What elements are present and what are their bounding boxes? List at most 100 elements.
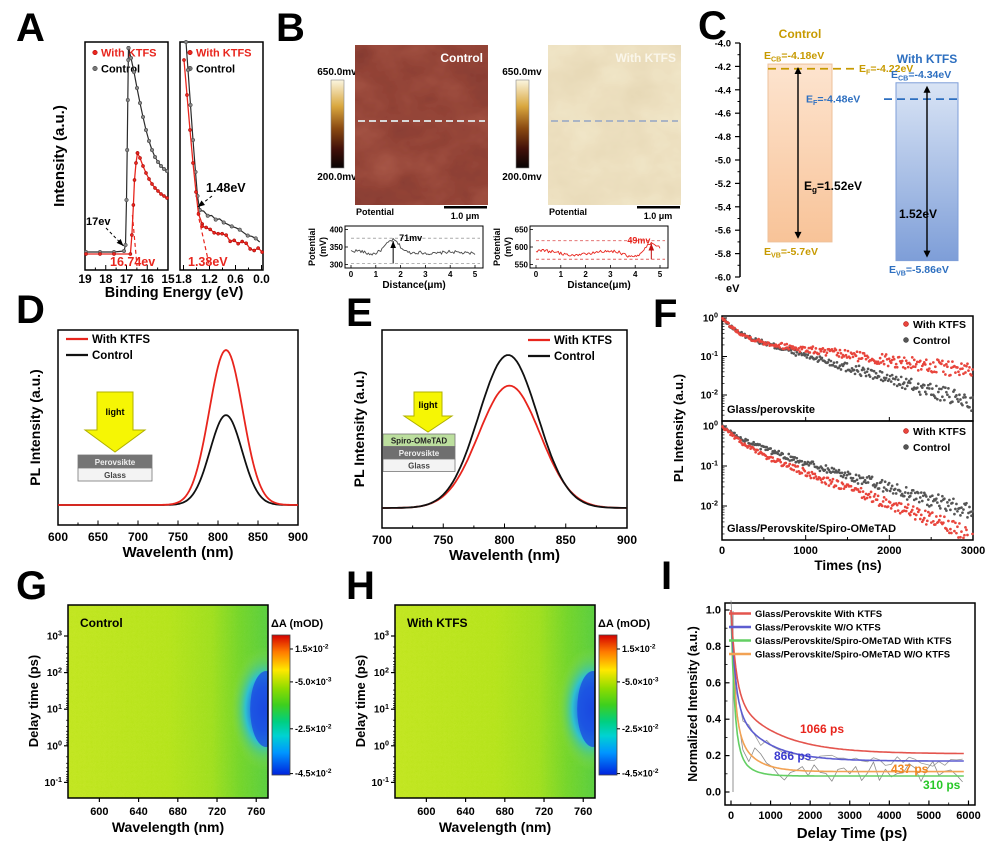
tick-label: 900	[617, 533, 637, 547]
stack-label: Spiro-OMeTAD	[391, 436, 448, 445]
map-title: With KTFS	[407, 616, 468, 630]
tick-label: 0.4	[706, 714, 722, 726]
legend-item: With KTFS	[913, 319, 966, 331]
axis-label-y: PL Intensity (a.u.)	[27, 369, 43, 485]
tick-label: 4000	[877, 810, 901, 822]
tick-label: 900	[288, 530, 308, 544]
tick-label: -5.6	[715, 226, 731, 237]
subplot-label: Glass/perovskite	[727, 404, 815, 416]
colorbar-min: 200.0mv	[317, 172, 357, 183]
colorbar-tick: 1.5×10-2	[622, 644, 656, 654]
annotation: 16.74ev	[110, 255, 155, 269]
tick-label: 1.8	[175, 272, 192, 286]
tick-label: 10-1	[44, 775, 62, 789]
panel-a-letter: A	[16, 6, 45, 50]
tick-label: 680	[496, 806, 514, 818]
legend-item: With KTFS	[554, 335, 612, 347]
panel-f-letter: F	[653, 292, 678, 336]
legend-item: Glass/Perovskite/Spiro-OMeTAD With KTFS	[755, 636, 952, 647]
evb-label: EVB=-5.86eV	[889, 264, 949, 277]
axis-label-x: Wavelenth (nm)	[449, 547, 560, 564]
tick-label: 760	[247, 806, 265, 818]
tick-label: 1.0	[706, 605, 721, 617]
tick-label: 600	[515, 243, 529, 252]
colorbar-tick: -5.0×10-3	[295, 676, 332, 686]
panel-d-letter: D	[16, 288, 45, 332]
panel-b-letter: B	[276, 6, 305, 50]
legend-item: With KTFS	[913, 426, 966, 438]
tick-label: 0.8	[706, 641, 721, 653]
colorbar-tick: -5.0×10-3	[622, 676, 659, 686]
legend-item: Glass/Perovskite/Spiro-OMeTAD W/O KTFS	[755, 650, 950, 661]
colorbar-tick: -4.5×10-2	[295, 768, 332, 778]
tick-label: -4.4	[715, 85, 732, 96]
tick-label: 10-2	[700, 499, 718, 513]
tick-label: 2000	[877, 545, 901, 557]
axis-label-y: Delay time (ps)	[26, 655, 41, 747]
tick-label: 850	[556, 533, 576, 547]
light-label: light	[106, 407, 125, 417]
axis-label-y: PL Intensity (a.u.)	[671, 374, 686, 482]
panel-g-letter: G	[16, 564, 48, 608]
gap-label: 1.52eV	[899, 207, 937, 221]
axis-label-y: Intensity (a.u.)	[51, 105, 68, 207]
tick-label: 650	[515, 226, 529, 235]
tick-label: 5	[473, 270, 478, 279]
axis-label-y: PL Intensity (a.u.)	[351, 371, 367, 487]
axis-label-y: Potential	[307, 228, 317, 266]
stack-layer	[77, 467, 153, 482]
axis-label-y: (mV)	[503, 237, 513, 257]
tick-label: 4	[633, 270, 638, 279]
tick-label: 640	[456, 806, 474, 818]
tick-label: 600	[48, 530, 68, 544]
colorbar-tick: -2.5×10-2	[622, 723, 659, 733]
tick-label: 760	[574, 806, 592, 818]
legend-item: Control	[101, 64, 140, 76]
tick-label: 350	[330, 243, 344, 252]
map-title: With KTFS	[615, 51, 676, 65]
stack-label: Glass	[408, 461, 430, 470]
tick-label: 100	[47, 739, 62, 753]
tick-label: 10-1	[700, 349, 718, 363]
annotation: 1.48eV	[206, 181, 246, 195]
annotation: 71mv	[399, 233, 422, 243]
axis-label-x: Distance(μm)	[382, 280, 445, 291]
axis-label-x: Binding Energy (eV)	[105, 285, 244, 301]
tick-label: 0	[728, 810, 734, 822]
light-label: light	[419, 400, 438, 410]
axis-label-x: Wavelenth (nm)	[122, 544, 233, 561]
stack-label: Perovsikte	[399, 449, 440, 458]
tick-label: -5.0	[715, 156, 731, 167]
legend-item: With KTFS	[92, 334, 150, 346]
tick-label: 10-1	[371, 775, 389, 789]
annotation: 866 ps	[774, 749, 812, 763]
colorbar-min: 200.0mv	[502, 172, 542, 183]
tick-label: 1	[374, 270, 379, 279]
tick-label: 2	[398, 270, 403, 279]
tick-label: 640	[129, 806, 147, 818]
tick-label: 0.0	[253, 272, 270, 286]
tick-label: 5	[658, 270, 663, 279]
tick-label: 3000	[838, 810, 862, 822]
tick-label: 720	[535, 806, 553, 818]
legend-item: Control	[913, 442, 950, 454]
annotation: 437 ps	[891, 762, 929, 776]
tick-label: 10-1	[700, 459, 718, 473]
ef-label: EF=-4.22eV	[859, 63, 913, 76]
legend-item: Control	[92, 350, 133, 362]
ecb-label: ECB=-4.34eV	[891, 69, 951, 82]
axis-label-x: Wavelength (nm)	[112, 819, 224, 835]
annotation: 17ev	[86, 216, 111, 228]
tick-label: 101	[374, 702, 389, 716]
colorbar-max: 650.0mv	[502, 67, 542, 78]
map-label: Potential	[356, 207, 394, 217]
axis-label-y: Delay time (ps)	[353, 655, 368, 747]
tick-label: 17	[120, 272, 134, 286]
level-title: Control	[779, 27, 822, 41]
stack-label: Perovsikte	[95, 458, 136, 467]
tick-label: 800	[494, 533, 514, 547]
tick-label: 0.0	[706, 787, 721, 799]
map-label: Potential	[549, 207, 587, 217]
tick-label: 720	[208, 806, 226, 818]
